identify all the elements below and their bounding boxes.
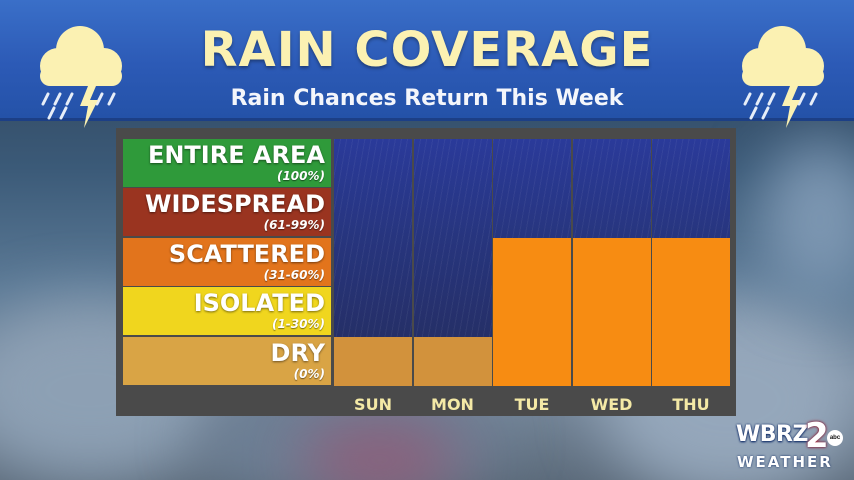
bar-sun: [334, 336, 412, 386]
page-title: RAIN COVERAGE: [200, 22, 654, 78]
header-banner: RAIN COVERAGE Rain Chances Return This W…: [0, 0, 854, 128]
legend-label: ENTIRE AREA: [147, 141, 325, 169]
legend-range: (0%): [293, 367, 325, 381]
legend-widespread: WIDESPREAD (61-99%): [123, 188, 331, 236]
bar-mon: [413, 336, 492, 386]
day-label-mon: MON: [431, 395, 474, 414]
day-label-wed: WED: [590, 395, 633, 414]
legend-label: WIDESPREAD: [145, 190, 325, 218]
page-subtitle: Rain Chances Return This Week: [230, 86, 624, 111]
rain-cloud-lightning-icon: [40, 26, 122, 128]
logo-tagline: WEATHER: [737, 453, 833, 471]
rain-cloud-lightning-icon: [742, 26, 824, 128]
day-label-sun: SUN: [354, 395, 392, 414]
legend-label: ISOLATED: [193, 289, 325, 317]
legend-scattered: SCATTERED (31-60%): [123, 238, 331, 286]
day-label-thu: THU: [672, 395, 710, 414]
legend-range: (61-99%): [263, 218, 325, 232]
legend-dry: DRY (0%): [123, 337, 331, 385]
logo-network: abc: [827, 430, 843, 446]
legend-isolated: ISOLATED (1-30%): [123, 287, 331, 335]
logo-channel: 2: [805, 416, 829, 456]
legend-label: DRY: [270, 339, 325, 367]
legend-range: (1-30%): [271, 317, 325, 331]
legend-label: SCATTERED: [168, 240, 325, 268]
legend-range: (31-60%): [263, 268, 325, 282]
legend-entire-area: ENTIRE AREA (100%): [123, 139, 331, 187]
bar-thu: [652, 237, 730, 386]
legend-range: (100%): [276, 169, 325, 183]
station-logo: WBRZ 2 abc WEATHER: [733, 416, 845, 472]
logo-station: WBRZ: [736, 422, 808, 447]
bar-wed: [572, 237, 651, 386]
day-label-tue: TUE: [514, 395, 550, 414]
bar-tue: [493, 237, 571, 386]
